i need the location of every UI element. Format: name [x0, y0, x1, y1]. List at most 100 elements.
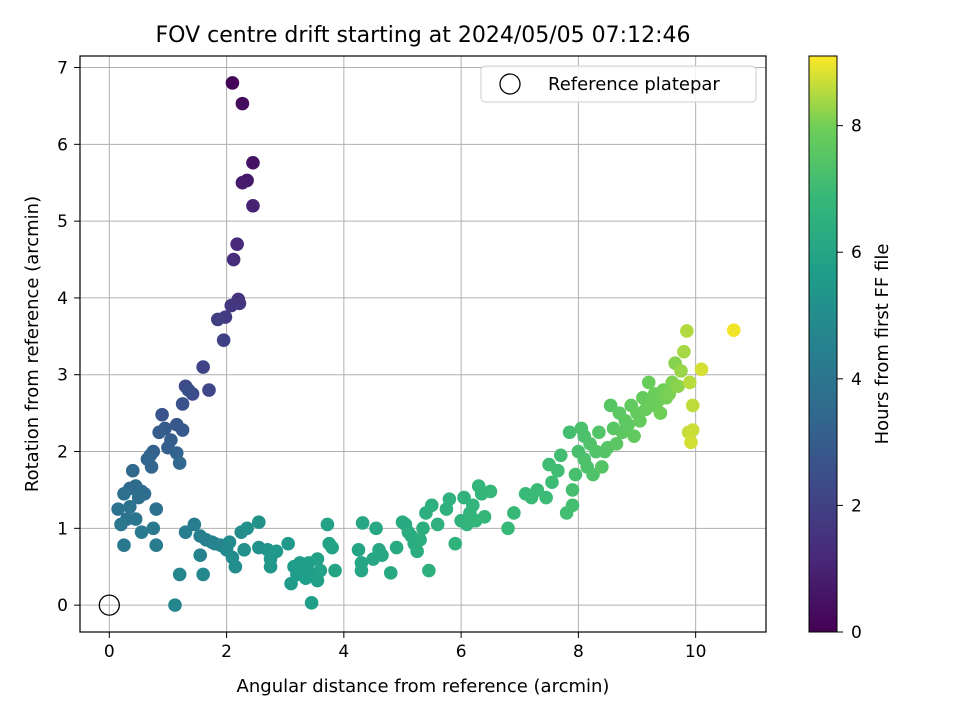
plot-frame — [79, 55, 767, 633]
colorbar-tick-label: 2 — [851, 496, 862, 516]
scatter-point — [178, 525, 193, 539]
scatter-point — [351, 543, 366, 557]
scatter-point — [226, 252, 241, 267]
scatter-point — [269, 544, 284, 559]
y-tick-label: 2 — [57, 443, 68, 463]
scatter-point — [125, 463, 140, 478]
scatter-point — [424, 498, 439, 513]
legend-marker-open-circle — [499, 73, 521, 95]
scatter-point — [146, 521, 161, 536]
scatter-point — [131, 490, 146, 505]
scatter-point — [501, 521, 515, 536]
scatter-point — [466, 498, 480, 513]
colorbar-tick-label: 4 — [851, 370, 862, 390]
scatter-point — [172, 567, 187, 582]
x-tick-label: 4 — [338, 642, 349, 662]
y-axis-label: Rotation from reference (arcmin) — [22, 196, 43, 492]
scatter-point — [621, 417, 636, 432]
x-tick-label: 2 — [221, 642, 232, 662]
scatter-point — [246, 155, 260, 170]
scatter-point — [530, 483, 545, 497]
scatter-point — [595, 460, 609, 474]
scatter-point — [383, 566, 398, 580]
scatter-point — [175, 397, 190, 411]
scatter-point — [172, 456, 187, 470]
chart-title: FOV centre drift starting at 2024/05/05 … — [156, 23, 691, 48]
scatter-point — [328, 563, 342, 578]
scatter-point — [653, 406, 668, 420]
scatter-point — [181, 383, 196, 397]
scatter-point — [684, 435, 698, 450]
x-axis-ticks: 0 2 4 6 8 10 — [104, 632, 706, 662]
scatter-point — [354, 563, 369, 578]
colorbar: 0 2 4 6 8 Hours from first FF file — [808, 55, 893, 643]
scatter-point — [149, 502, 164, 516]
scatter-point — [457, 490, 471, 505]
scatter-point — [230, 237, 244, 251]
scatter-point — [281, 536, 295, 551]
scatter-point — [144, 460, 159, 474]
legend-box — [480, 65, 757, 103]
scatter-point — [680, 324, 694, 338]
scatter-point — [128, 512, 143, 526]
scatter-point — [568, 467, 583, 482]
scatter-point — [202, 383, 216, 397]
scatter-point — [168, 598, 182, 612]
x-tick-label: 6 — [456, 642, 467, 662]
scatter-point — [565, 498, 580, 513]
scatter-point — [193, 548, 207, 562]
scatter-point — [196, 360, 210, 374]
scatter-point — [246, 198, 260, 213]
y-tick-label: 5 — [57, 212, 68, 232]
scatter-point — [726, 323, 741, 337]
y-tick-label: 7 — [57, 59, 68, 79]
scatter-point — [216, 333, 231, 347]
y-axis-ticks: 0 1 2 3 4 5 6 7 — [57, 59, 80, 616]
scatter-point — [149, 538, 164, 553]
scatter-point — [304, 596, 319, 610]
scatter-point — [627, 429, 641, 443]
scatter-point — [539, 490, 553, 505]
x-axis-label: Angular distance from reference (arcmin) — [237, 676, 610, 697]
scatter-point — [187, 517, 202, 532]
scatter-point — [224, 298, 239, 313]
scatter-point — [117, 486, 131, 501]
scatter-point — [674, 364, 688, 378]
colorbar-ticks: 0 2 4 6 8 — [837, 117, 862, 643]
scatter-point — [592, 425, 606, 440]
scatter-point — [483, 484, 498, 499]
scatter-point — [545, 475, 559, 490]
scatter-point — [237, 543, 251, 557]
reference-point-layer — [98, 594, 120, 616]
scatter-point — [228, 559, 243, 574]
scatter-point — [430, 517, 445, 532]
y-tick-label: 6 — [57, 135, 68, 155]
scatter-point — [551, 463, 565, 478]
colorbar-gradient — [808, 55, 838, 633]
scatter-point — [641, 375, 656, 390]
scatter-point — [210, 312, 225, 327]
scatter-point — [325, 540, 339, 555]
scatter-point — [369, 521, 383, 536]
scatter-point — [114, 517, 128, 532]
y-tick-label: 1 — [57, 519, 68, 539]
colorbar-label: Hours from first FF file — [872, 244, 893, 445]
x-tick-label: 8 — [573, 642, 584, 662]
scatter-point — [562, 425, 577, 440]
colorbar-tick-label: 8 — [851, 117, 862, 137]
scatter-point — [442, 492, 457, 506]
scatter-point — [240, 521, 254, 536]
scatter-point — [685, 398, 700, 413]
scatter-point — [123, 500, 137, 514]
scatter-point — [134, 525, 149, 539]
scatter-point — [507, 506, 521, 520]
scatter-point — [586, 467, 600, 482]
scatter-point — [355, 516, 370, 530]
scatter-point — [410, 544, 424, 559]
scatter-point — [413, 533, 427, 547]
scatter-point — [448, 536, 463, 551]
legend-entry-reference-platepar: Reference platepar — [548, 74, 720, 95]
scatter-point — [677, 344, 691, 359]
scatter-point — [603, 398, 618, 413]
